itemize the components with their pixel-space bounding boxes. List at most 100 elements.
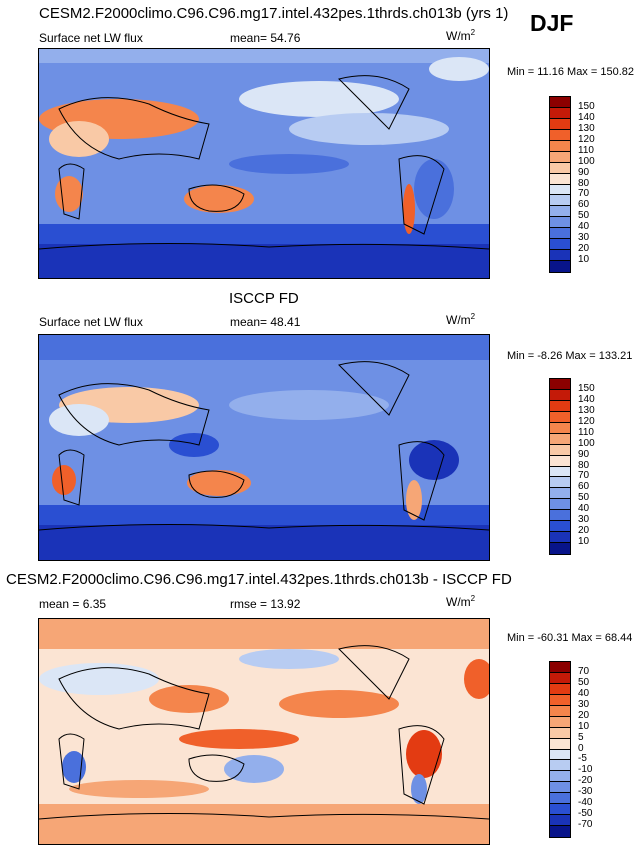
colorbar-tick-label: 20 [578,525,590,537]
colorbar-tick-label: 70 [578,665,590,677]
colorbar-swatch [550,672,570,684]
colorbar-swatch [550,488,570,500]
colorbar-swatch [550,379,570,390]
colorbar-tick-label: 150 [578,100,595,112]
colorbar-swatch [550,510,570,522]
panel2-title: ISCCP FD [229,290,299,307]
colorbar-tick-label: 150 [578,382,595,394]
panel1-colorbar [549,96,571,273]
panel3-minmax: Min = -60.31 Max = 68.44 [507,632,633,644]
colorbar-tick-label: 40 [578,687,590,699]
colorbar-tick-label: 130 [578,122,595,134]
colorbar-tick-label: -20 [578,775,593,787]
colorbar-swatch [550,173,570,185]
colorbar-tick-label: 40 [578,221,590,233]
colorbar-swatch [550,782,570,794]
panel3-colorbar [549,661,571,838]
colorbar-tick-label: 20 [578,243,590,255]
colorbar-swatch [550,140,570,152]
colorbar-tick-label: 10 [578,254,590,266]
season-label: DJF [530,10,574,36]
colorbar-tick-label: 50 [578,676,590,688]
colorbar-tick-label: 110 [578,426,594,438]
colorbar-swatch [550,162,570,174]
colorbar-tick-label: 140 [578,111,595,123]
panel2-map-field [39,335,489,560]
panel3-rmse-label: rmse = 13.92 [230,597,301,611]
colorbar-swatch [550,389,570,401]
colorbar-swatch [550,422,570,434]
colorbar-tick-label: 130 [578,404,595,416]
colorbar-swatch [550,151,570,163]
panel1-map [38,48,490,279]
colorbar-swatch [550,455,570,467]
panel2-map [38,334,490,561]
colorbar-swatch [550,411,570,423]
colorbar-swatch [550,228,570,240]
colorbar-swatch [550,477,570,489]
colorbar-swatch [550,749,570,761]
colorbar-tick-label: -30 [578,786,593,798]
colorbar-tick-label: 90 [578,448,590,460]
colorbar-swatch [550,217,570,229]
colorbar-tick-label: -50 [578,808,593,820]
panel1-units: W/m2 [446,28,476,44]
panel2-variable-label: Surface net LW flux [39,315,143,329]
panel3-units: W/m2 [446,594,476,610]
colorbar-swatch [550,727,570,739]
colorbar-swatch [550,206,570,218]
colorbar-tick-label: 60 [578,199,590,211]
colorbar-tick-label: 30 [578,514,590,526]
colorbar-swatch [550,97,570,108]
colorbar-swatch [550,400,570,412]
colorbar-tick-label: -70 [578,819,593,831]
panel1-minmax: Min = 11.16 Max = 150.82 [507,66,634,78]
colorbar-tick-label: 70 [578,188,590,200]
colorbar-tick-label: -10 [578,764,593,776]
colorbar-tick-label: 120 [578,133,595,145]
colorbar-swatch [550,239,570,251]
panel3-title: CESM2.F2000climo.C96.C96.mg17.intel.432p… [6,571,512,588]
colorbar-swatch [550,771,570,783]
colorbar-tick-label: 5 [578,731,584,743]
colorbar-swatch [550,705,570,717]
colorbar-swatch [550,107,570,119]
panel2-mean-label: mean= 48.41 [230,315,301,329]
colorbar-swatch [550,543,570,554]
panel3-map [38,618,490,845]
panel2-colorbar [549,378,571,555]
colorbar-tick-label: 20 [578,709,590,721]
colorbar-tick-label: 80 [578,459,590,471]
colorbar-swatch [550,694,570,706]
panel1-map-field [39,49,489,278]
colorbar-swatch [550,738,570,750]
colorbar-tick-label: 100 [578,437,595,449]
colorbar-swatch [550,532,570,544]
colorbar-swatch [550,826,570,837]
panel1-title: CESM2.F2000climo.C96.C96.mg17.intel.432p… [39,5,509,22]
panel1-mean-label: mean= 54.76 [230,31,301,45]
colorbar-tick-label: 90 [578,166,590,178]
panel1-variable-label: Surface net LW flux [39,31,143,45]
colorbar-tick-label: -5 [578,753,587,765]
colorbar-swatch [550,195,570,207]
panel2-units: W/m2 [446,312,476,328]
colorbar-swatch [550,804,570,816]
colorbar-tick-label: 0 [578,742,584,754]
colorbar-tick-label: 100 [578,155,595,167]
colorbar-tick-label: 50 [578,492,590,504]
colorbar-swatch [550,466,570,478]
panel2-minmax: Min = -8.26 Max = 133.21 [507,350,633,362]
colorbar-tick-label: -40 [578,797,593,809]
colorbar-tick-label: 70 [578,470,590,482]
colorbar-swatch [550,129,570,141]
colorbar-swatch [550,118,570,130]
colorbar-swatch [550,521,570,533]
colorbar-swatch [550,250,570,262]
panel3-map-field [39,619,489,844]
colorbar-swatch [550,815,570,827]
colorbar-tick-label: 110 [578,144,594,156]
colorbar-tick-label: 10 [578,536,590,548]
colorbar-tick-label: 60 [578,481,590,493]
colorbar-swatch [550,793,570,805]
